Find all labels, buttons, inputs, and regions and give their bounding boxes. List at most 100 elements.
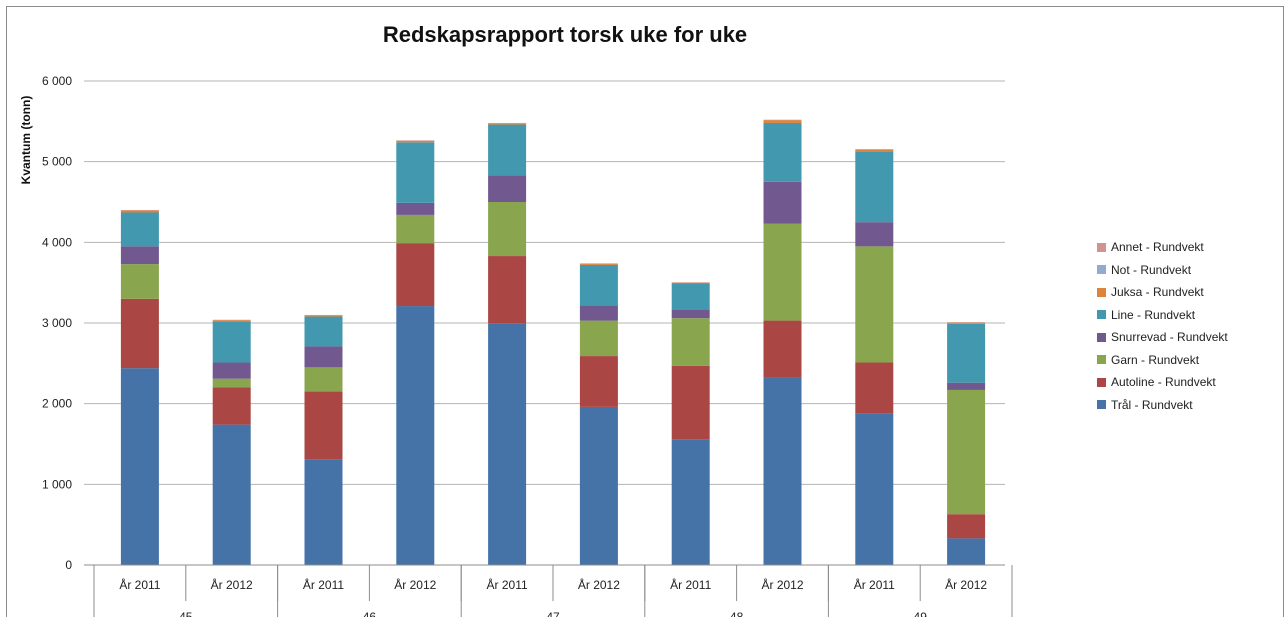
y-tick-label: 4 000 bbox=[42, 235, 72, 249]
bar-segment bbox=[855, 362, 894, 414]
bar-segment bbox=[763, 223, 802, 321]
y-tick-label: 6 000 bbox=[42, 74, 72, 88]
legend: Annet - Rundvekt Not - Rundvekt Juksa - Ru… bbox=[1097, 236, 1228, 416]
bar-segment bbox=[212, 321, 251, 363]
bar-segment bbox=[671, 439, 710, 565]
bar-segment bbox=[120, 298, 159, 369]
x-tick-label: År 2011 bbox=[854, 577, 895, 592]
y-tick-label: 2 000 bbox=[42, 397, 72, 411]
bar-segment bbox=[947, 538, 986, 565]
legend-swatch bbox=[1097, 355, 1106, 365]
legend-label: Juksa - Rundvekt bbox=[1111, 285, 1204, 300]
bar-segment bbox=[671, 309, 710, 319]
bar-segment bbox=[579, 305, 618, 321]
group-label: 48 bbox=[730, 610, 744, 617]
legend-swatch bbox=[1097, 265, 1106, 275]
legend-item: Autoline - Rundvekt bbox=[1097, 371, 1228, 394]
legend-label: Annet - Rundvekt bbox=[1111, 240, 1204, 255]
legend-item: Not - Rundvekt bbox=[1097, 259, 1228, 282]
bar-segment bbox=[671, 318, 710, 366]
bar-segment bbox=[579, 406, 618, 565]
x-tick-label: År 2011 bbox=[670, 577, 711, 592]
bar-segment bbox=[947, 389, 986, 515]
bar-segment bbox=[304, 459, 343, 565]
bar-segment bbox=[763, 122, 802, 182]
y-tick-label: 0 bbox=[65, 558, 72, 572]
bar-segment bbox=[855, 222, 894, 247]
bar-segment bbox=[304, 346, 343, 368]
bar-segment bbox=[120, 210, 159, 213]
x-tick-label: År 2011 bbox=[303, 577, 344, 592]
legend-label: Snurrevad - Rundvekt bbox=[1111, 330, 1228, 345]
bar-segment bbox=[579, 263, 618, 265]
bar-segment bbox=[304, 315, 343, 317]
group-label: 45 bbox=[179, 610, 193, 617]
bar-segment bbox=[120, 368, 159, 565]
legend-item: Garn - Rundvekt bbox=[1097, 349, 1228, 372]
legend-item: Juksa - Rundvekt bbox=[1097, 281, 1228, 304]
group-label: 46 bbox=[363, 610, 377, 617]
y-tick-label: 5 000 bbox=[42, 155, 72, 169]
x-tick-label: År 2012 bbox=[394, 577, 436, 592]
bar-segment bbox=[763, 377, 802, 565]
legend-swatch bbox=[1097, 400, 1106, 410]
bar-segment bbox=[120, 246, 159, 265]
bar-segment bbox=[396, 202, 435, 215]
bar-segment bbox=[579, 320, 618, 357]
bar-segment bbox=[671, 365, 710, 440]
legend-label: Garn - Rundvekt bbox=[1111, 352, 1200, 367]
bar-segment bbox=[396, 140, 435, 143]
bar-segment bbox=[579, 356, 618, 407]
group-label: 49 bbox=[914, 610, 928, 617]
bar-segment bbox=[488, 256, 527, 324]
legend-swatch bbox=[1097, 377, 1106, 387]
bar-segment bbox=[855, 149, 894, 152]
legend-item: Annet - Rundvekt bbox=[1097, 236, 1228, 259]
legend-label: Trål - Rundvekt bbox=[1111, 397, 1193, 412]
bar-segment bbox=[488, 175, 527, 202]
bar-segment bbox=[212, 387, 251, 425]
bar-segment bbox=[763, 181, 802, 224]
bar-segment bbox=[120, 212, 159, 247]
bar-segment bbox=[855, 151, 894, 223]
group-label: 47 bbox=[546, 610, 560, 617]
bar-segment bbox=[763, 120, 802, 123]
legend-item: Snurrevad - Rundvekt bbox=[1097, 326, 1228, 349]
x-tick-label: År 2012 bbox=[211, 577, 253, 592]
bar-segment bbox=[396, 214, 435, 244]
legend-swatch bbox=[1097, 242, 1106, 252]
bar-segment bbox=[396, 243, 435, 307]
chart-title: Redskapsrapport torsk uke for uke bbox=[382, 22, 748, 47]
bar-segment bbox=[212, 362, 251, 379]
bar-segment bbox=[304, 367, 343, 392]
legend-label: Not - Rundvekt bbox=[1111, 262, 1192, 277]
bar-segment bbox=[671, 282, 710, 284]
legend-label: Line - Rundvekt bbox=[1111, 307, 1196, 322]
bar-segment bbox=[947, 514, 986, 539]
legend-swatch bbox=[1097, 287, 1106, 297]
x-tick-label: År 2012 bbox=[945, 577, 987, 592]
legend-swatch bbox=[1097, 332, 1106, 342]
x-tick-label: År 2012 bbox=[578, 577, 620, 592]
bar-segment bbox=[396, 306, 435, 565]
bar-segment bbox=[488, 124, 527, 176]
bar-segment bbox=[671, 283, 710, 310]
bar-segment bbox=[396, 142, 435, 203]
y-tick-label: 1 000 bbox=[42, 477, 72, 491]
legend-swatch bbox=[1097, 310, 1106, 320]
bar-segment bbox=[488, 323, 527, 565]
bar-segment bbox=[304, 316, 343, 347]
bar-segment bbox=[855, 246, 894, 363]
bar-segment bbox=[304, 391, 343, 460]
bar-segment bbox=[947, 322, 986, 324]
legend-label: Autoline - Rundvekt bbox=[1111, 375, 1216, 390]
bar-segment bbox=[212, 320, 251, 322]
x-tick-label: År 2011 bbox=[487, 577, 528, 592]
bar-segment bbox=[579, 264, 618, 306]
bar-segment bbox=[947, 323, 986, 383]
bar-segment bbox=[763, 320, 802, 378]
bar-segment bbox=[488, 123, 527, 125]
x-tick-label: År 2012 bbox=[761, 577, 803, 592]
legend-item: Trål - Rundvekt bbox=[1097, 394, 1228, 417]
